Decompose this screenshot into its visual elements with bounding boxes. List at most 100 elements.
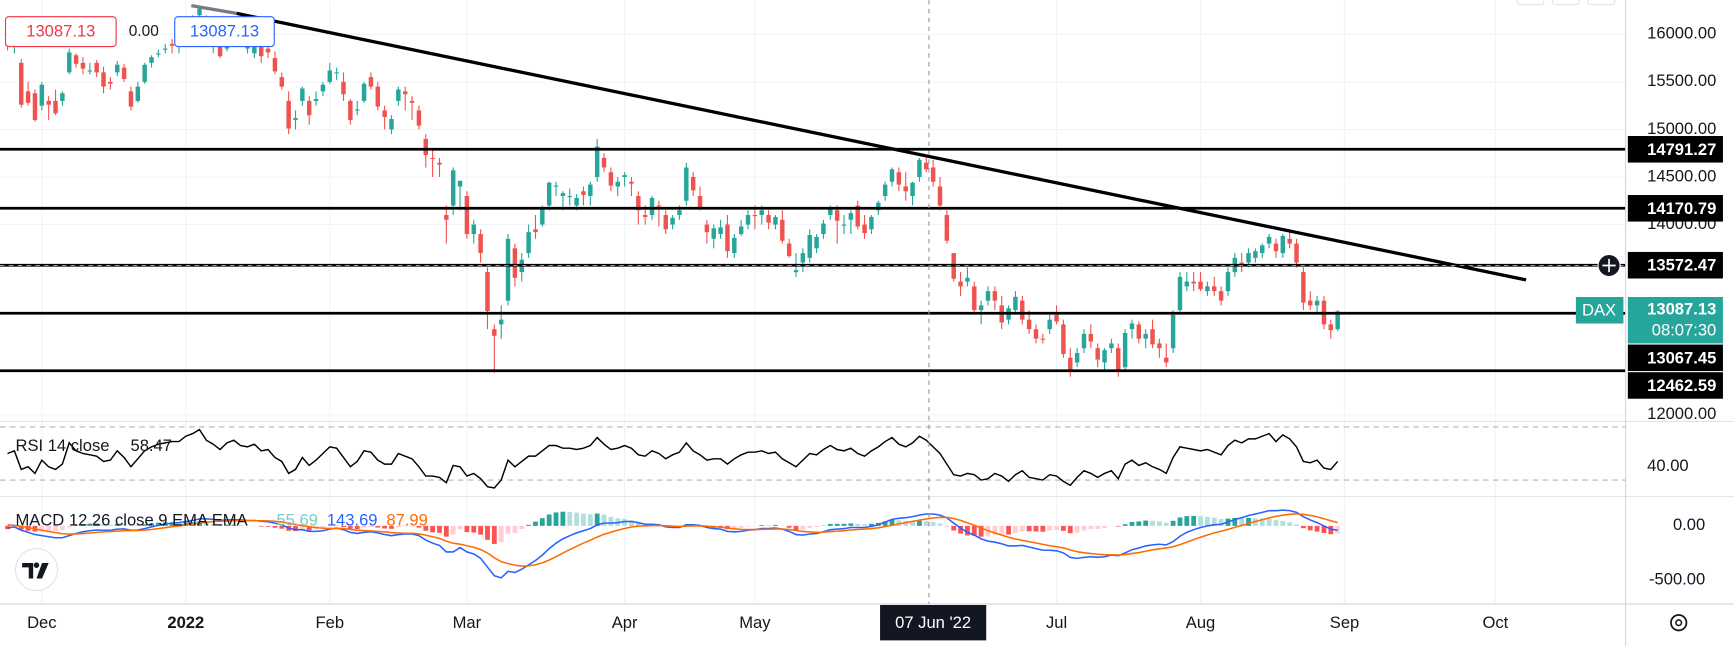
sell-price: 13087.13 — [26, 22, 95, 41]
histogram-bar — [512, 525, 518, 534]
histogram-bar — [1218, 518, 1224, 526]
histogram-bar — [1328, 525, 1334, 535]
toolbar-button[interactable] — [1587, 0, 1616, 6]
candle-body — [1280, 235, 1286, 254]
histogram-bar — [224, 524, 230, 526]
countdown-label: 08:07:30 — [1652, 321, 1717, 340]
candle-body — [546, 182, 552, 206]
histogram-bar — [1259, 518, 1265, 526]
histogram-bar — [1239, 518, 1245, 526]
candle-body — [94, 62, 99, 73]
candle-body — [1033, 329, 1039, 339]
macd-line — [7, 513, 1338, 567]
candle-body — [766, 215, 771, 223]
candle-body — [1047, 319, 1052, 330]
histogram-bar — [299, 525, 305, 530]
candle-body — [978, 305, 984, 311]
histogram-bar — [1191, 515, 1197, 526]
histogram-bar — [87, 523, 93, 526]
histogram-bar — [443, 525, 449, 537]
candle-body — [848, 213, 854, 220]
candle-body — [375, 86, 381, 107]
candle-body — [450, 170, 456, 206]
buy-button[interactable] — [174, 16, 275, 48]
buy-price: 13087.13 — [190, 22, 259, 41]
histogram-bar — [1300, 525, 1306, 529]
y-tick-label: 15000.00 — [1647, 119, 1716, 138]
histogram-bar — [437, 525, 442, 533]
histogram-bar — [999, 525, 1005, 535]
candle-body — [636, 196, 641, 211]
histogram-bar — [279, 525, 285, 529]
histogram-bar — [1081, 525, 1087, 531]
x-tick-label: Mar — [453, 613, 482, 632]
histogram-bar — [1204, 516, 1210, 526]
candle-body — [1301, 272, 1306, 303]
candle-body — [869, 216, 874, 230]
histogram-bar — [327, 525, 333, 527]
candle-body — [423, 138, 429, 156]
x-tick-label: Oct — [1482, 613, 1508, 632]
histogram-bar — [1088, 525, 1094, 530]
last-price-label: 13087.13 — [1647, 300, 1716, 319]
toolbar-button[interactable] — [1552, 0, 1580, 6]
level-price-label: 13067.45 — [1647, 348, 1716, 367]
candle-body — [327, 70, 333, 82]
candle-body — [814, 236, 819, 249]
settings-button[interactable] — [1670, 614, 1688, 632]
histogram-bar — [382, 525, 388, 529]
candle-body — [615, 181, 620, 187]
candle-body — [348, 100, 353, 120]
histogram-bar — [766, 525, 771, 526]
histogram-bar — [1033, 525, 1039, 532]
candle-body — [382, 110, 387, 118]
candle-body — [697, 196, 703, 209]
x-tick-label: Dec — [27, 613, 56, 632]
candle-body — [1260, 245, 1265, 254]
histogram-bar — [149, 523, 154, 526]
histogram-bar — [94, 523, 100, 526]
candle-body — [265, 48, 271, 53]
candle-body — [1143, 333, 1148, 339]
candle-body — [1184, 281, 1190, 287]
candle-body — [1212, 286, 1217, 292]
histogram-bar — [485, 525, 490, 540]
level-price-box — [1627, 372, 1723, 399]
candle-body — [896, 172, 902, 185]
rsi-line — [7, 428, 1339, 489]
candle-body — [807, 235, 812, 258]
candle-body — [293, 118, 298, 120]
histogram-bar — [539, 518, 545, 526]
candle-body — [1273, 243, 1279, 252]
histogram-bar — [46, 525, 52, 532]
candle-body — [416, 110, 422, 126]
candle-body — [115, 64, 120, 73]
candle-body — [252, 40, 257, 54]
candle-body — [1198, 281, 1203, 290]
histogram-bar — [1163, 522, 1169, 526]
last-price-box — [1627, 296, 1723, 344]
histogram-bar — [629, 520, 634, 526]
sell-button[interactable] — [4, 16, 117, 48]
candle-body — [889, 169, 895, 182]
level-price-label: 12462.59 — [1647, 376, 1716, 395]
candle-body — [745, 215, 751, 225]
candle-body — [786, 243, 792, 256]
candle-body — [1205, 286, 1210, 292]
spread: 0.00 — [129, 23, 159, 40]
candle-body — [725, 224, 730, 252]
candle-body — [704, 224, 710, 233]
macd-readings: 55.69 143.69 87.99 — [276, 510, 427, 529]
toolbar-button[interactable] — [1516, 0, 1545, 6]
drawing-handle[interactable] — [191, 3, 237, 15]
candle-body — [389, 118, 394, 130]
y-tick-label: -500.00 — [1649, 569, 1705, 588]
candle-body — [272, 58, 278, 72]
x-tick-label: Jul — [1046, 613, 1067, 632]
candle-body — [457, 180, 463, 187]
candle-body — [60, 93, 65, 101]
candle-body — [828, 209, 833, 216]
candle-body — [1218, 291, 1224, 301]
y-tick-label: 14500.00 — [1647, 166, 1716, 185]
trendline[interactable] — [236, 11, 1527, 282]
